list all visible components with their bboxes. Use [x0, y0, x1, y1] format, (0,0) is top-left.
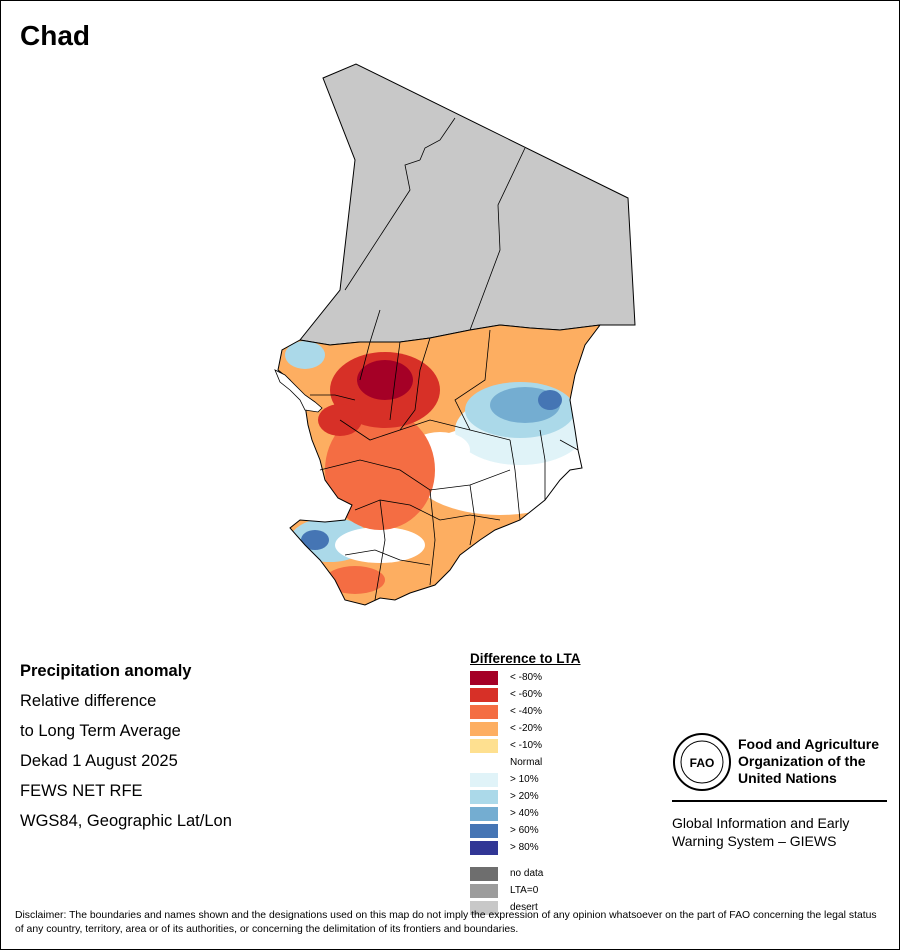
- legend-swatch: [470, 722, 498, 736]
- legend-swatch: [470, 901, 498, 915]
- legend-label: < -10%: [510, 740, 542, 751]
- anomaly-patch: [285, 341, 325, 369]
- legend-label: > 20%: [510, 791, 539, 802]
- anomaly-patch: [335, 527, 425, 563]
- anomaly-patch: [357, 360, 413, 400]
- lake-chad: [274, 369, 323, 413]
- info-heading: Precipitation anomaly: [20, 662, 192, 680]
- legend-row: Normal: [470, 756, 581, 773]
- giews-text: Global Information and Early Warning Sys…: [672, 814, 892, 850]
- legend-swatch: [470, 867, 498, 881]
- anomaly-patch: [325, 566, 385, 594]
- info-line: Relative difference: [20, 692, 157, 710]
- admin-boundary: [399, 337, 431, 431]
- info-line: Dekad 1 August 2025: [20, 752, 178, 770]
- legend-swatch: [470, 671, 498, 685]
- admin-boundary: [344, 549, 431, 566]
- admin-boundary: [509, 439, 521, 521]
- admin-boundary: [469, 147, 526, 331]
- legend-row: < -40%: [470, 705, 581, 722]
- legend-label: desert: [510, 902, 538, 913]
- admin-boundary: [419, 117, 456, 161]
- legend-swatch: [470, 884, 498, 898]
- admin-boundary: [319, 459, 511, 491]
- admin-boundary: [454, 329, 491, 431]
- disclaimer: Disclaimer: The boundaries and names sho…: [15, 910, 877, 935]
- legend-row: > 10%: [470, 773, 581, 790]
- legend-label: > 40%: [510, 808, 539, 819]
- info-line: to Long Term Average: [20, 722, 181, 740]
- admin-boundary: [354, 499, 501, 521]
- legend-row: < -20%: [470, 722, 581, 739]
- admin-boundaries: [310, 117, 579, 601]
- legend-row: < -10%: [470, 739, 581, 756]
- legend-label: < -60%: [510, 689, 542, 700]
- admin-boundary: [339, 419, 511, 441]
- legend-swatch: [470, 705, 498, 719]
- map-title: Chad: [20, 20, 90, 51]
- fao-name-line: Organization of the: [738, 753, 866, 769]
- legend-swatch: [470, 688, 498, 702]
- legend-row: > 80%: [470, 841, 581, 858]
- legend-label: LTA=0: [510, 885, 539, 896]
- legend-swatch: [470, 841, 498, 855]
- legend-swatch: [470, 739, 498, 753]
- legend-label: > 10%: [510, 774, 539, 785]
- legend-swatch: [470, 790, 498, 804]
- fao-logo-icon: FAO: [673, 733, 731, 791]
- legend-row: < -80%: [470, 671, 581, 688]
- legend-row: desert: [470, 901, 581, 918]
- legend-extra: no data LTA=0 desert: [470, 867, 581, 918]
- legend-label: no data: [510, 868, 544, 879]
- legend-swatch: [470, 807, 498, 821]
- legend-label: < -80%: [510, 672, 542, 683]
- legend-swatch: [470, 824, 498, 838]
- legend-swatch: [470, 773, 498, 787]
- legend-row: < -60%: [470, 688, 581, 705]
- giews-line: Warning System – GIEWS: [672, 833, 837, 849]
- admin-boundary: [389, 341, 401, 421]
- legend-label: < -40%: [510, 706, 542, 717]
- admin-boundary: [310, 394, 356, 401]
- fao-name: Food and Agriculture Organization of the…: [738, 736, 898, 787]
- anomaly-patch: [325, 410, 435, 530]
- legend-row: > 40%: [470, 807, 581, 824]
- admin-boundary: [374, 499, 386, 601]
- fao-divider: [672, 800, 887, 802]
- fao-name-line: United Nations: [738, 770, 837, 786]
- legend-label: < -20%: [510, 723, 542, 734]
- admin-boundary: [539, 429, 546, 500]
- anomaly-patch: [538, 390, 562, 410]
- info-line: FEWS NET RFE: [20, 782, 143, 800]
- legend: Difference to LTA < -80% < -60% < -40% < -2…: [470, 651, 581, 918]
- anomaly-patch: [301, 530, 329, 550]
- giews-line: Global Information and Early: [672, 815, 850, 831]
- legend-row: > 60%: [470, 824, 581, 841]
- desert-region: [299, 63, 636, 346]
- admin-boundary: [359, 309, 381, 381]
- admin-boundary: [559, 439, 579, 451]
- info-line: WGS84, Geographic Lat/Lon: [20, 812, 232, 830]
- fao-block: FAO Food and Agriculture Organization of…: [672, 732, 887, 849]
- legend-label: Normal: [510, 757, 543, 768]
- fao-name-line: Food and Agriculture: [738, 736, 880, 752]
- southern-outline: [277, 324, 602, 606]
- admin-boundary: [469, 484, 476, 546]
- legend-row: LTA=0: [470, 884, 581, 901]
- map-info: Precipitation anomaly Relative differenc…: [20, 656, 232, 836]
- legend-label: > 60%: [510, 825, 539, 836]
- legend-row: > 20%: [470, 790, 581, 807]
- admin-boundary: [344, 159, 421, 291]
- legend-row: no data: [470, 867, 581, 884]
- legend-items: < -80% < -60% < -40% < -20% < -10% Normal > 10…: [470, 671, 581, 858]
- legend-title: Difference to LTA: [470, 651, 581, 666]
- fao-logo-text: FAO: [690, 756, 715, 770]
- legend-label: > 80%: [510, 842, 539, 853]
- admin-boundary: [429, 489, 436, 586]
